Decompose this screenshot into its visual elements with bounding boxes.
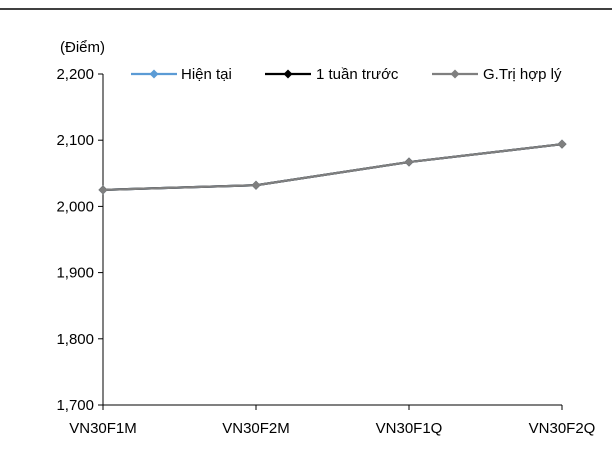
y-tick-label: 1,900 [56, 265, 94, 282]
series-1 [98, 139, 567, 195]
legend-item: 1 tuần trước [265, 66, 399, 83]
x-tick-label: VN30F2M [222, 420, 290, 437]
y-tick-label: 2,100 [56, 132, 94, 149]
legend-item: G.Trị hợp lý [432, 66, 562, 83]
series-0 [98, 139, 567, 195]
legend-swatch-marker [450, 69, 460, 79]
x-tick-label: VN30F1M [69, 420, 137, 437]
legend-label: 1 tuần trước [316, 66, 399, 83]
data-point [251, 180, 261, 190]
y-tick-label: 1,700 [56, 397, 94, 414]
unit-label: (Điểm) [60, 39, 105, 56]
legend-item: Hiện tại [131, 66, 232, 83]
legend-swatch-marker [283, 69, 293, 79]
axes: 1,700 1,800 1,900 2,000 2,100 2,200 VN30F1M VN3… [56, 66, 595, 437]
series-line [102, 143, 563, 191]
y-tick-label: 1,800 [56, 331, 94, 348]
legend-label: Hiện tại [181, 66, 232, 83]
legend-label: G.Trị hợp lý [483, 66, 562, 83]
x-tick-label: VN30F2Q [529, 420, 596, 437]
series-line [102, 143, 563, 191]
y-tick-label: 2,000 [56, 198, 94, 215]
data-point [98, 185, 108, 195]
legend-swatch-marker [149, 69, 159, 79]
y-tick-label: 2,200 [56, 66, 94, 83]
x-tick-label: VN30F1Q [376, 420, 443, 437]
series-layer [98, 139, 567, 195]
data-point [404, 157, 414, 167]
legend: Hiện tại 1 tuần trước G.Trị hợp lý [131, 66, 562, 83]
series-line [102, 143, 563, 191]
series-2 [98, 139, 567, 195]
data-point [557, 139, 567, 149]
